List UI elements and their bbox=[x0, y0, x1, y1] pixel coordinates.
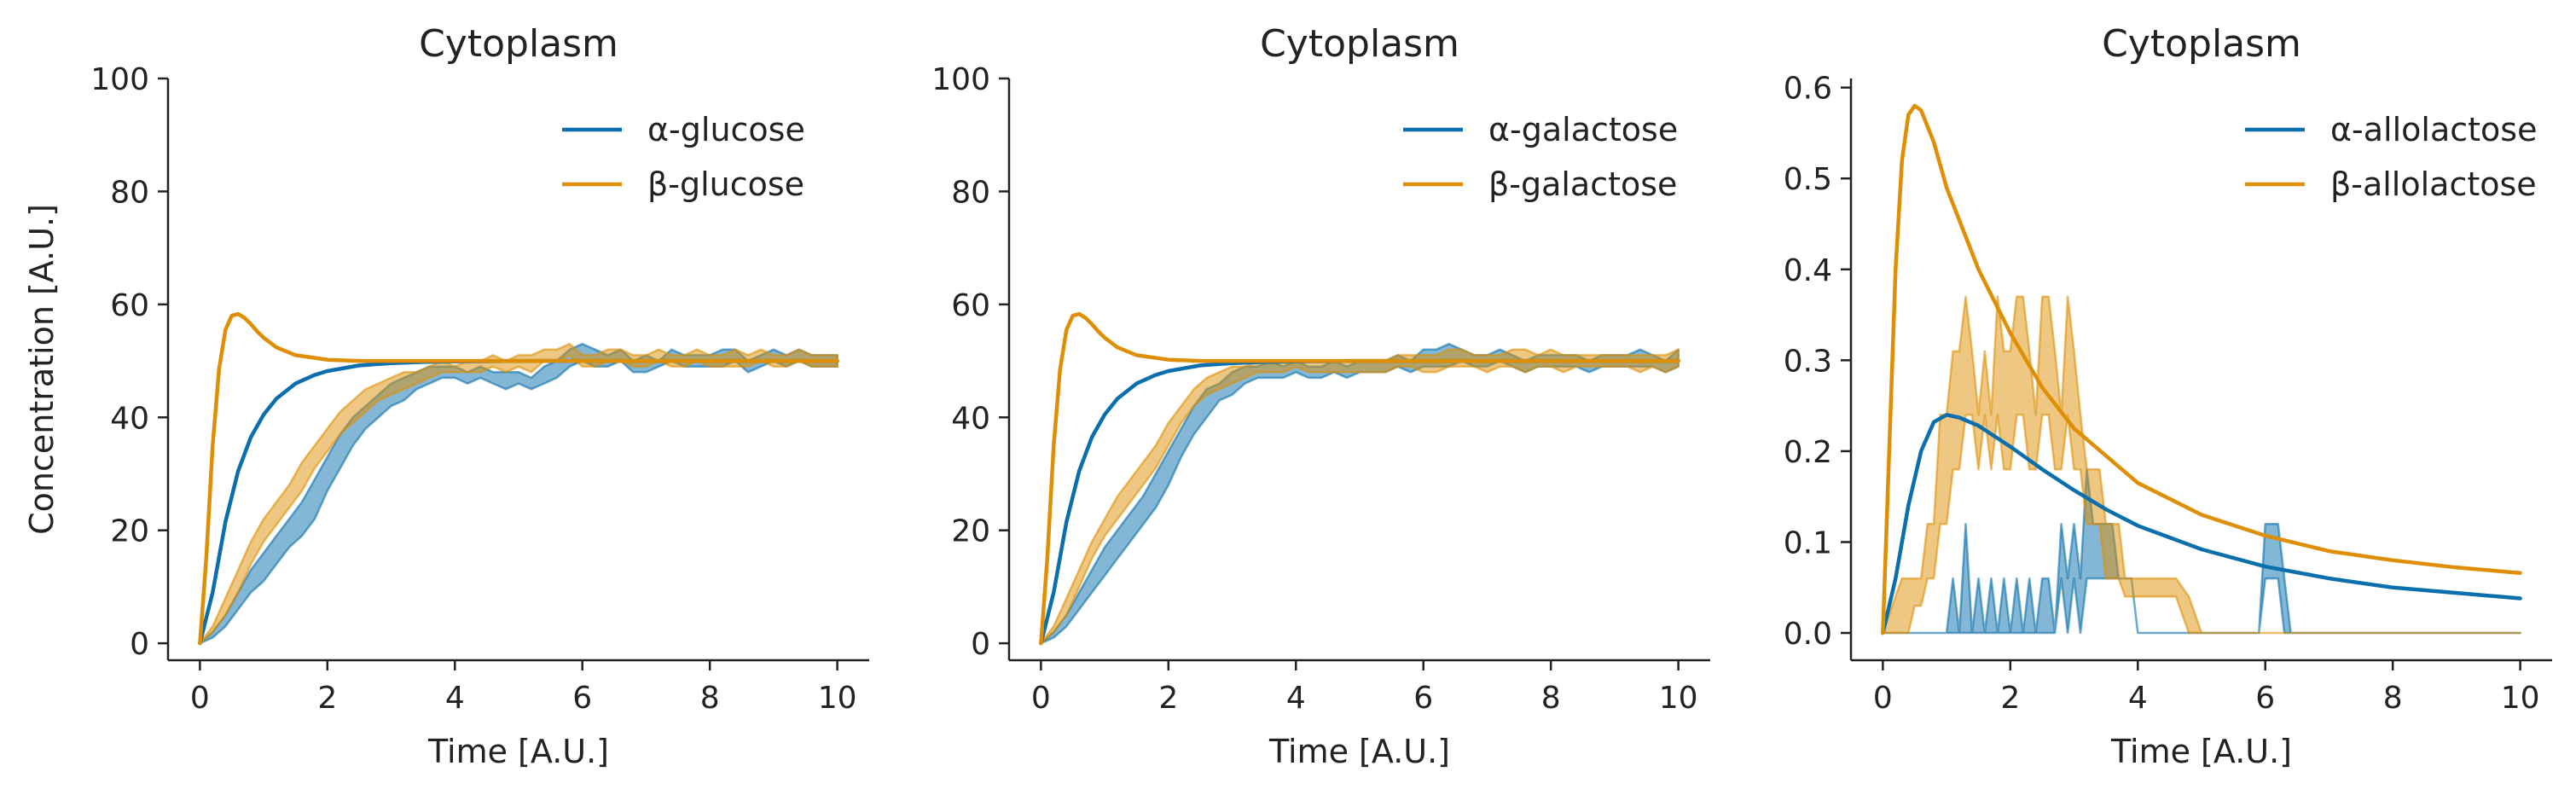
x-tick-label: 10 bbox=[1659, 681, 1698, 716]
y-tick-label: 60 bbox=[951, 288, 990, 323]
legend-label: β-glucose bbox=[647, 165, 804, 203]
y-tick-label: 80 bbox=[951, 175, 990, 210]
x-tick-label: 2 bbox=[2000, 681, 2020, 716]
y-tick-label: 0.6 bbox=[1784, 72, 1832, 107]
x-tick-label: 4 bbox=[1286, 681, 1306, 716]
x-axis-label: Time [A.U.] bbox=[427, 733, 609, 770]
chart-title: Cytoplasm bbox=[2102, 22, 2301, 66]
x-tick-label: 8 bbox=[700, 681, 720, 716]
legend-label: α-allolactose bbox=[2330, 111, 2537, 148]
band-1-2 bbox=[199, 342, 838, 645]
x-tick-label: 0 bbox=[1031, 681, 1051, 716]
y-tick-label: 0 bbox=[971, 627, 990, 662]
x-tick-label: 10 bbox=[2501, 681, 2540, 716]
band-3-2 bbox=[1882, 295, 2521, 635]
y-tick-label: 40 bbox=[110, 401, 149, 436]
x-tick-label: 6 bbox=[1413, 681, 1433, 716]
x-tick-label: 6 bbox=[2255, 681, 2275, 716]
x-tick-label: 4 bbox=[2128, 681, 2148, 716]
y-tick-label: 0.1 bbox=[1784, 525, 1832, 560]
x-tick-label: 2 bbox=[317, 681, 337, 716]
y-tick-label: 0.5 bbox=[1784, 162, 1832, 197]
chart-title: Cytoplasm bbox=[419, 22, 618, 66]
y-axis-label: Concentration [A.U.] bbox=[23, 204, 61, 535]
x-axis-label: Time [A.U.] bbox=[2110, 733, 2292, 770]
x-axis-label: Time [A.U.] bbox=[1268, 733, 1450, 770]
legend-label: β-allolactose bbox=[2330, 165, 2537, 203]
x-tick-label: 4 bbox=[445, 681, 465, 716]
x-tick-label: 0 bbox=[190, 681, 210, 716]
series-line-2-2 bbox=[1039, 311, 1680, 646]
legend: α-galactose β-galactose bbox=[1403, 111, 1678, 203]
x-tick-label: 8 bbox=[1541, 681, 1561, 716]
legend: α-glucose β-glucose bbox=[562, 111, 805, 203]
y-tick-label: 0.0 bbox=[1784, 617, 1832, 652]
y-tick-label: 0 bbox=[130, 627, 149, 662]
x-tick-label: 0 bbox=[1873, 681, 1893, 716]
y-tick-label: 60 bbox=[110, 288, 149, 323]
series-line-3-1 bbox=[1881, 413, 2522, 635]
legend-label: α-galactose bbox=[1488, 111, 1678, 148]
y-tick-label: 20 bbox=[951, 514, 990, 549]
y-tick-label: 0.2 bbox=[1784, 435, 1832, 470]
y-tick-label: 100 bbox=[90, 62, 149, 97]
legend-label: α-glucose bbox=[647, 111, 805, 148]
series-line-2-1 bbox=[1039, 358, 1680, 646]
legend-label: β-galactose bbox=[1488, 165, 1677, 203]
series-line-3-2 bbox=[1881, 103, 2522, 635]
y-tick-label: 20 bbox=[110, 514, 149, 549]
y-tick-label: 0.4 bbox=[1784, 253, 1832, 288]
x-tick-label: 8 bbox=[2383, 681, 2403, 716]
x-tick-label: 10 bbox=[818, 681, 857, 716]
x-tick-label: 2 bbox=[1158, 681, 1178, 716]
chart-panel-3: 0 2 4 6 8 10 0.0 0.1 0.2 0.3 0.4 0.5 0.6 Cytoplasm Tim… bbox=[1784, 22, 2552, 770]
y-tick-label: 40 bbox=[951, 401, 990, 436]
x-tick-label: 6 bbox=[572, 681, 592, 716]
legend: α-allolactose β-allolactose bbox=[2245, 111, 2537, 203]
chart-title: Cytoplasm bbox=[1260, 22, 1459, 66]
series-line-1-2 bbox=[198, 311, 839, 646]
y-tick-label: 0.3 bbox=[1784, 344, 1832, 379]
series-line-1-1 bbox=[198, 358, 839, 646]
y-tick-label: 80 bbox=[110, 175, 149, 210]
y-tick-label: 100 bbox=[931, 62, 990, 97]
band-2-2 bbox=[1040, 348, 1680, 645]
